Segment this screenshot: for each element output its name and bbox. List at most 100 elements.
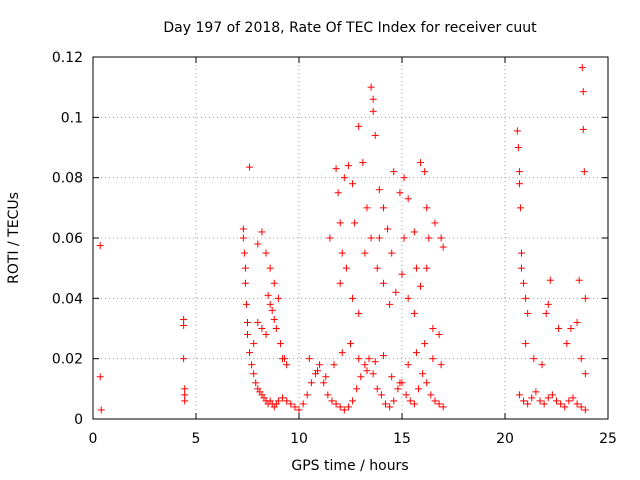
data-point [375, 234, 383, 242]
data-point [410, 400, 418, 408]
data-point [361, 361, 369, 369]
data-point [423, 264, 431, 272]
data-point [262, 249, 270, 257]
x-tick-label: 0 [89, 431, 98, 447]
data-point [532, 388, 540, 396]
data-point [575, 276, 583, 284]
data-point [246, 349, 254, 357]
data-point [394, 385, 402, 393]
data-point [330, 361, 338, 369]
data-point [513, 127, 521, 135]
data-point [439, 243, 447, 251]
data-point [373, 264, 381, 272]
data-point [565, 397, 573, 405]
data-point [320, 379, 328, 387]
y-tick-label: 0.1 [61, 110, 83, 126]
data-point [404, 294, 412, 302]
data-point [266, 264, 274, 272]
y-tick-label: 0.04 [52, 291, 83, 307]
data-point [384, 225, 392, 233]
data-point [248, 361, 256, 369]
data-point [390, 168, 398, 176]
data-point [581, 294, 589, 302]
data-point [435, 331, 443, 339]
data-point [353, 385, 361, 393]
data-point [338, 349, 346, 357]
data-point [577, 355, 585, 363]
data-point [412, 349, 420, 357]
data-point [334, 189, 342, 197]
data-point [379, 279, 387, 287]
data-point [404, 195, 412, 203]
data-point [390, 397, 398, 405]
data-point [435, 400, 443, 408]
data-point [349, 397, 357, 405]
data-point [421, 168, 429, 176]
data-point [363, 367, 371, 375]
data-point [258, 228, 266, 236]
data-point [369, 107, 377, 115]
data-point [181, 397, 189, 405]
data-point [561, 403, 569, 411]
data-point [276, 340, 284, 348]
data-point [367, 83, 375, 91]
data-point [522, 340, 530, 348]
tick-layer: 0 0.02 0.04 0.06 0.08 0.1 0.12 0 5 10 15 20 25 [52, 50, 617, 447]
data-point [581, 370, 589, 378]
data-point [349, 180, 357, 188]
y-tick-label: 0.12 [52, 50, 83, 66]
data-point [579, 125, 587, 133]
data-point [336, 279, 344, 287]
data-point [283, 361, 291, 369]
data-point [427, 391, 435, 399]
data-point [355, 122, 363, 130]
data-point [524, 400, 532, 408]
data-point [388, 249, 396, 257]
data-point [520, 397, 528, 405]
data-point [281, 355, 289, 363]
data-points [96, 64, 589, 414]
data-point [283, 397, 291, 405]
data-point [336, 403, 344, 411]
data-point [573, 318, 581, 326]
data-point [514, 144, 522, 151]
data-point [530, 355, 538, 363]
data-point [340, 174, 348, 182]
y-tick-label: 0.06 [52, 231, 83, 247]
data-point [406, 397, 414, 405]
data-point [254, 318, 262, 326]
grid-layer [93, 57, 608, 419]
data-point [307, 379, 315, 387]
data-point [299, 400, 307, 408]
data-point [274, 294, 282, 302]
y-tick-label: 0.02 [52, 352, 83, 368]
data-point [250, 370, 258, 378]
data-point [351, 219, 359, 227]
data-point [359, 159, 367, 167]
data-point [97, 406, 105, 414]
data-point [336, 219, 344, 227]
data-point [355, 309, 363, 317]
data-point [417, 282, 425, 290]
data-point [522, 294, 530, 302]
data-point [254, 240, 262, 248]
data-point [369, 370, 377, 378]
data-point [347, 340, 354, 348]
data-point [379, 352, 387, 360]
y-tick-label: 0.08 [52, 171, 83, 187]
data-point [410, 309, 418, 317]
data-point [402, 391, 410, 399]
data-point [242, 300, 250, 308]
data-point [342, 264, 350, 272]
data-point [332, 400, 340, 408]
data-point [270, 279, 278, 287]
data-point [538, 361, 546, 369]
data-point [305, 355, 313, 363]
data-point [270, 315, 278, 323]
data-point [517, 264, 525, 272]
data-point [357, 373, 365, 381]
data-point [326, 234, 334, 242]
data-point [322, 373, 330, 381]
data-point [369, 95, 377, 103]
data-point [262, 331, 270, 339]
